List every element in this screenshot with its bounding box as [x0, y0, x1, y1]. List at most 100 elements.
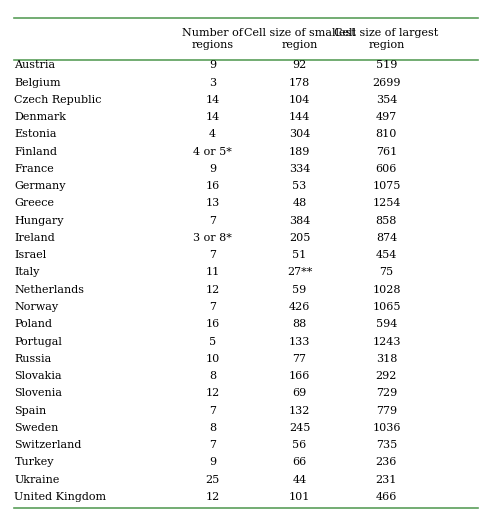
Text: 14: 14 — [205, 112, 220, 122]
Text: 761: 761 — [376, 146, 397, 157]
Text: 236: 236 — [376, 457, 397, 468]
Text: 9: 9 — [209, 60, 216, 71]
Text: 51: 51 — [292, 250, 307, 260]
Text: 779: 779 — [376, 405, 397, 416]
Text: Austria: Austria — [14, 60, 56, 71]
Text: 606: 606 — [376, 164, 397, 174]
Text: 384: 384 — [289, 215, 310, 226]
Text: 75: 75 — [379, 267, 394, 278]
Text: 12: 12 — [205, 492, 220, 502]
Text: 104: 104 — [289, 95, 310, 105]
Text: 245: 245 — [289, 423, 310, 433]
Text: Greece: Greece — [14, 198, 55, 209]
Text: 1036: 1036 — [372, 423, 401, 433]
Text: 189: 189 — [289, 146, 310, 157]
Text: 16: 16 — [205, 319, 220, 329]
Text: 735: 735 — [376, 440, 397, 450]
Text: Ukraine: Ukraine — [14, 474, 60, 485]
Text: Norway: Norway — [14, 302, 58, 312]
Text: 7: 7 — [209, 302, 216, 312]
Text: 12: 12 — [205, 388, 220, 399]
Text: 88: 88 — [292, 319, 307, 329]
Text: Sweden: Sweden — [14, 423, 59, 433]
Text: 101: 101 — [289, 492, 310, 502]
Text: 304: 304 — [289, 129, 310, 140]
Text: 25: 25 — [205, 474, 220, 485]
Text: 519: 519 — [376, 60, 397, 71]
Text: Cell size of smallest
region: Cell size of smallest region — [243, 28, 355, 50]
Text: 59: 59 — [292, 285, 307, 295]
Text: Turkey: Turkey — [14, 457, 54, 468]
Text: 8: 8 — [209, 371, 216, 381]
Text: 7: 7 — [209, 440, 216, 450]
Text: 1075: 1075 — [372, 181, 400, 191]
Text: 166: 166 — [289, 371, 310, 381]
Text: 334: 334 — [289, 164, 310, 174]
Text: 292: 292 — [376, 371, 397, 381]
Text: Poland: Poland — [14, 319, 53, 329]
Text: Number of
regions: Number of regions — [182, 28, 243, 50]
Text: 1065: 1065 — [372, 302, 401, 312]
Text: 497: 497 — [376, 112, 397, 122]
Text: 3: 3 — [209, 77, 216, 88]
Text: 8: 8 — [209, 423, 216, 433]
Text: 4: 4 — [209, 129, 216, 140]
Text: 205: 205 — [289, 233, 310, 243]
Text: 3 or 8*: 3 or 8* — [193, 233, 232, 243]
Text: 10: 10 — [205, 354, 220, 364]
Text: 7: 7 — [209, 405, 216, 416]
Text: Israel: Israel — [14, 250, 47, 260]
Text: 7: 7 — [209, 250, 216, 260]
Text: 11: 11 — [205, 267, 220, 278]
Text: 133: 133 — [289, 336, 310, 347]
Text: 9: 9 — [209, 164, 216, 174]
Text: 69: 69 — [292, 388, 307, 399]
Text: 2699: 2699 — [372, 77, 401, 88]
Text: 66: 66 — [292, 457, 307, 468]
Text: 9: 9 — [209, 457, 216, 468]
Text: 13: 13 — [205, 198, 220, 209]
Text: 48: 48 — [292, 198, 307, 209]
Text: Slovenia: Slovenia — [14, 388, 62, 399]
Text: 1254: 1254 — [372, 198, 401, 209]
Text: 1028: 1028 — [372, 285, 401, 295]
Text: 92: 92 — [292, 60, 307, 71]
Text: 810: 810 — [376, 129, 397, 140]
Text: 12: 12 — [205, 285, 220, 295]
Text: 594: 594 — [376, 319, 397, 329]
Text: 454: 454 — [376, 250, 397, 260]
Text: 44: 44 — [292, 474, 307, 485]
Text: 231: 231 — [376, 474, 397, 485]
Text: Cell size of largest
region: Cell size of largest region — [334, 28, 439, 50]
Text: Switzerland: Switzerland — [14, 440, 82, 450]
Text: Estonia: Estonia — [14, 129, 57, 140]
Text: Ireland: Ireland — [14, 233, 55, 243]
Text: Slovakia: Slovakia — [14, 371, 62, 381]
Text: Denmark: Denmark — [14, 112, 67, 122]
Text: 4 or 5*: 4 or 5* — [193, 146, 232, 157]
Text: 178: 178 — [289, 77, 310, 88]
Text: Belgium: Belgium — [14, 77, 61, 88]
Text: 874: 874 — [376, 233, 397, 243]
Text: 354: 354 — [376, 95, 397, 105]
Text: 27**: 27** — [287, 267, 312, 278]
Text: Czech Republic: Czech Republic — [14, 95, 102, 105]
Text: 77: 77 — [293, 354, 306, 364]
Text: Finland: Finland — [14, 146, 57, 157]
Text: 466: 466 — [376, 492, 397, 502]
Text: 7: 7 — [209, 215, 216, 226]
Text: 729: 729 — [376, 388, 397, 399]
Text: United Kingdom: United Kingdom — [14, 492, 107, 502]
Text: 14: 14 — [205, 95, 220, 105]
Text: Russia: Russia — [14, 354, 52, 364]
Text: 144: 144 — [289, 112, 310, 122]
Text: 318: 318 — [376, 354, 397, 364]
Text: 1243: 1243 — [372, 336, 401, 347]
Text: 132: 132 — [289, 405, 310, 416]
Text: Germany: Germany — [14, 181, 66, 191]
Text: Hungary: Hungary — [14, 215, 64, 226]
Text: 56: 56 — [292, 440, 307, 450]
Text: 5: 5 — [209, 336, 216, 347]
Text: Netherlands: Netherlands — [14, 285, 85, 295]
Text: 858: 858 — [376, 215, 397, 226]
